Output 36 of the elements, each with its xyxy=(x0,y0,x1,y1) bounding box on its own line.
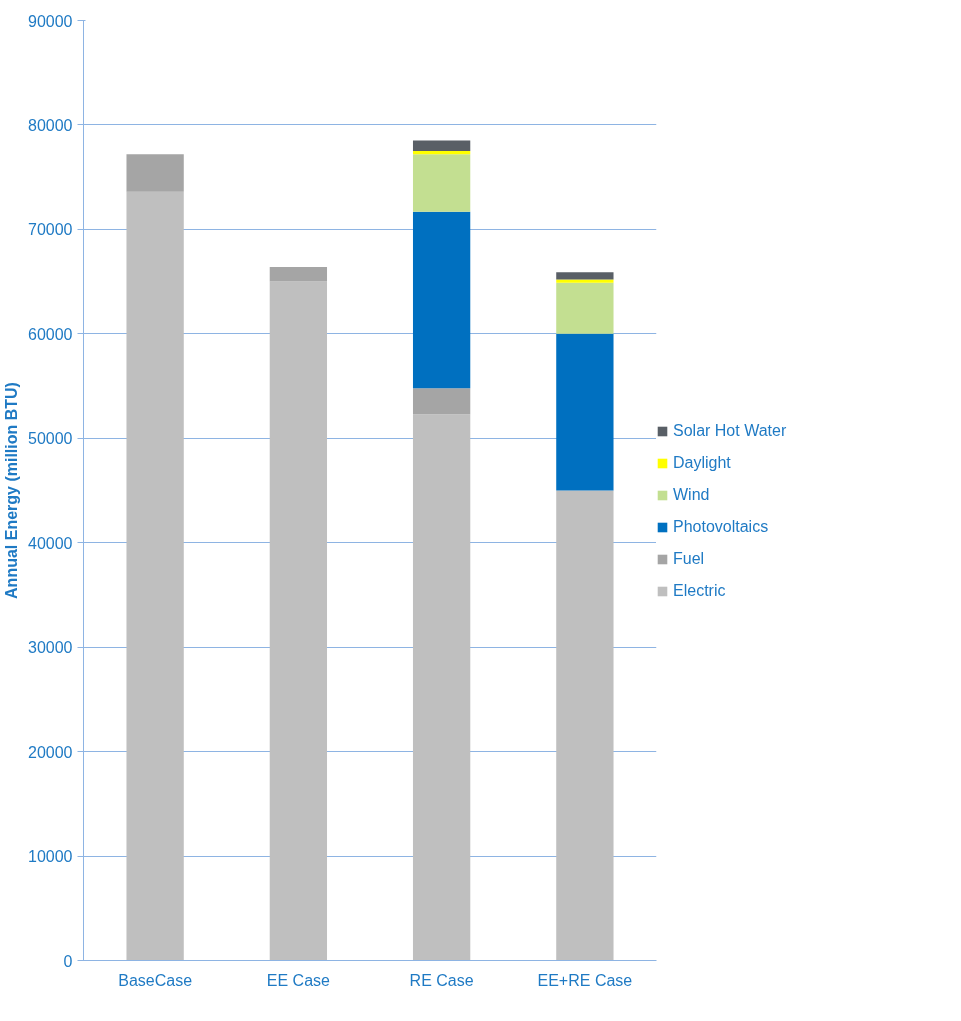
bar xyxy=(126,191,184,961)
bar xyxy=(269,281,328,961)
bar xyxy=(556,279,614,283)
bar xyxy=(556,333,614,491)
y-tick-label: 30000 xyxy=(28,639,73,657)
bar xyxy=(126,154,184,192)
bar xyxy=(556,490,614,961)
bar xyxy=(412,151,471,155)
y-axis-title: Annual Energy (million BTU) xyxy=(3,382,21,599)
bar xyxy=(556,272,614,280)
y-tick-label: 20000 xyxy=(28,743,73,761)
x-tick-label: RE Case xyxy=(409,971,474,989)
bar xyxy=(412,211,471,389)
y-tick-label: 90000 xyxy=(28,12,73,30)
bar xyxy=(556,282,614,334)
legend-label: Electric xyxy=(673,582,726,600)
legend-label: Daylight xyxy=(673,454,731,472)
y-tick-label: 0 xyxy=(63,952,73,970)
y-tick-label: 80000 xyxy=(28,116,73,134)
legend-label: Wind xyxy=(673,486,710,504)
bar xyxy=(412,388,471,415)
legend-label: Fuel xyxy=(673,550,705,568)
x-tick-label: EE+RE Case xyxy=(537,971,633,989)
bar xyxy=(269,266,328,282)
legend-label: Solar Hot Water xyxy=(673,422,787,440)
y-tick-label: 70000 xyxy=(28,221,73,239)
y-tick-label: 60000 xyxy=(28,325,73,343)
y-tick-label: 10000 xyxy=(28,848,73,866)
y-tick-label: 50000 xyxy=(28,430,73,448)
bar xyxy=(412,140,471,152)
legend-label: Photovoltaics xyxy=(673,518,769,536)
bar xyxy=(412,414,471,961)
x-tick-label: BaseCase xyxy=(118,971,193,989)
x-tick-label: EE Case xyxy=(266,971,331,989)
y-tick-label: 40000 xyxy=(28,534,73,552)
bar xyxy=(412,154,471,212)
